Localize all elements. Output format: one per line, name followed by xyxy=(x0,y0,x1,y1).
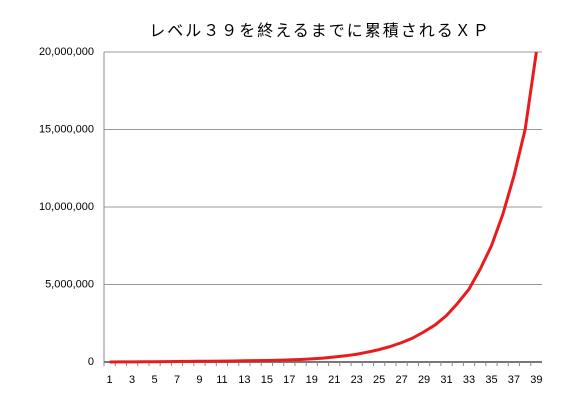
x-tick-label: 1 xyxy=(107,374,113,386)
x-tick-label: 19 xyxy=(306,374,318,386)
x-tick-label: 21 xyxy=(328,374,340,386)
data-line xyxy=(109,51,538,364)
y-tick-label: 5,000,000 xyxy=(45,278,94,290)
x-tick-label: 15 xyxy=(261,374,273,386)
x-tick-label: 27 xyxy=(395,374,407,386)
chart-title: レベル３９を終えるまでに累積されるＸＰ xyxy=(149,22,491,40)
y-tick-label: 10,000,000 xyxy=(39,201,94,213)
x-tick-label: 7 xyxy=(174,374,180,386)
x-tick-label: 35 xyxy=(485,374,497,386)
x-tick-label: 11 xyxy=(216,374,227,386)
x-tick-label: 39 xyxy=(530,374,542,386)
x-tick-label: 31 xyxy=(440,374,452,386)
x-tick-label: 13 xyxy=(238,374,250,386)
x-tick-label: 17 xyxy=(283,374,295,386)
y-tick-label: 15,000,000 xyxy=(39,123,94,135)
y-tick-label: 20,000,000 xyxy=(39,46,94,58)
x-tick-label: 33 xyxy=(463,374,475,386)
y-tick-label: 0 xyxy=(88,356,94,368)
x-tick-label: 9 xyxy=(196,374,202,386)
x-tick-label: 37 xyxy=(508,374,520,386)
x-tick-label: 3 xyxy=(129,374,135,386)
x-tick-label: 23 xyxy=(351,374,363,386)
x-tick-label: 25 xyxy=(373,374,385,386)
x-tick-label: 29 xyxy=(418,374,430,386)
x-tick-label: 5 xyxy=(151,374,157,386)
